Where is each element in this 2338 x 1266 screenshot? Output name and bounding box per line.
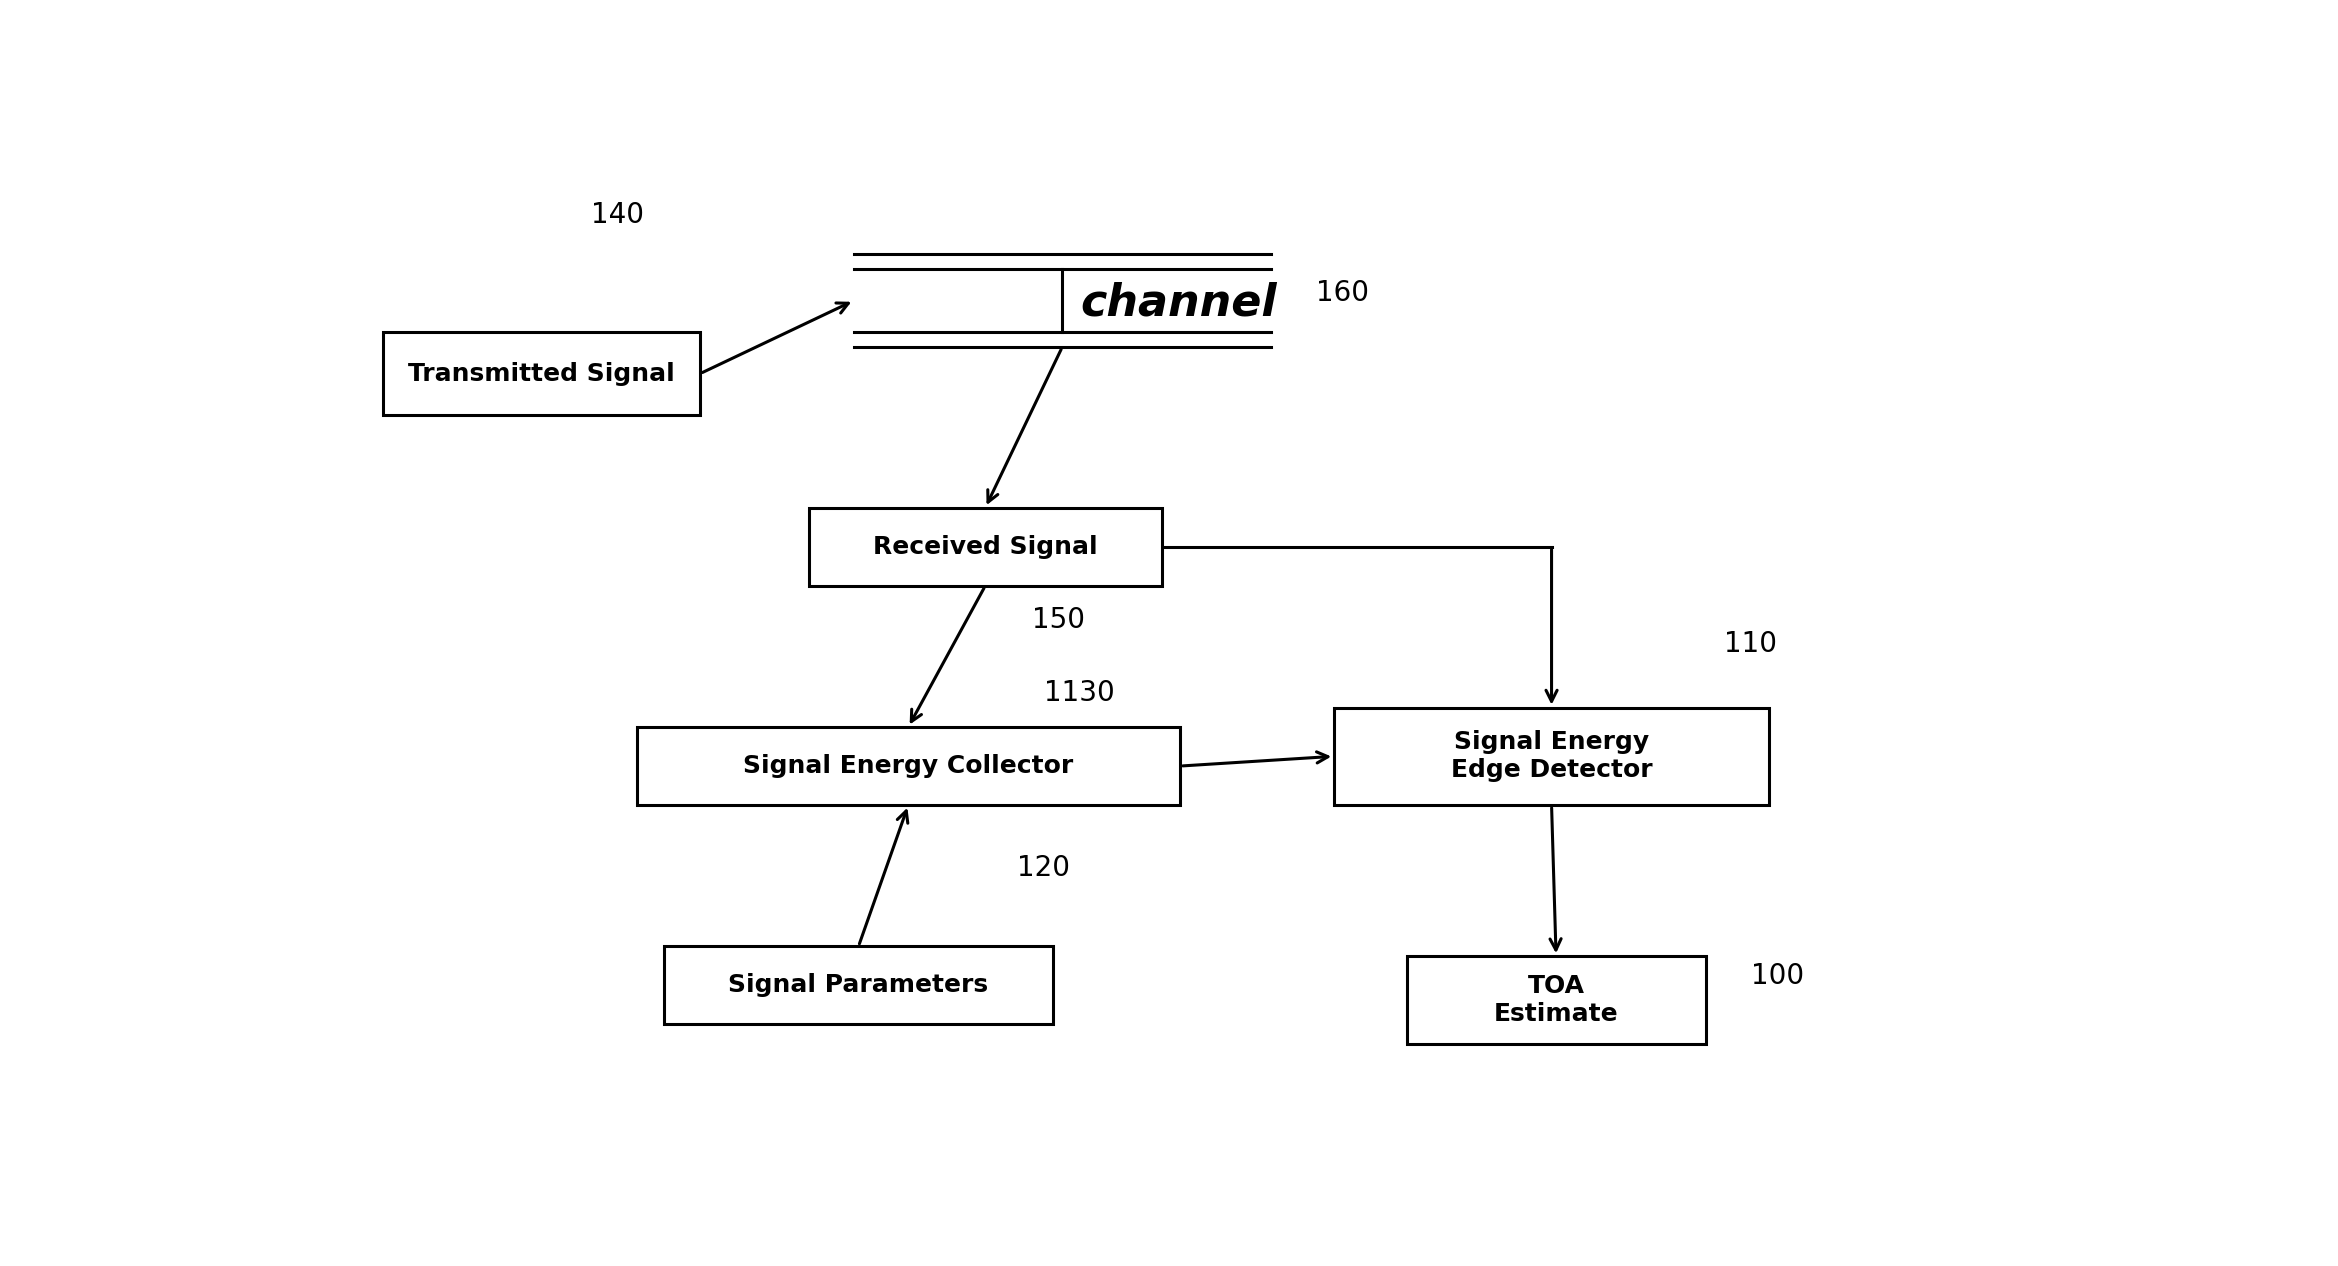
- Text: channel: channel: [1080, 281, 1277, 324]
- Text: TOA
Estimate: TOA Estimate: [1494, 974, 1618, 1025]
- Text: Signal Energy Collector: Signal Energy Collector: [743, 755, 1073, 779]
- Text: 110: 110: [1723, 630, 1777, 658]
- FancyBboxPatch shape: [1407, 956, 1707, 1044]
- Text: Signal Energy
Edge Detector: Signal Energy Edge Detector: [1452, 730, 1653, 782]
- Text: 140: 140: [592, 201, 645, 229]
- FancyBboxPatch shape: [383, 332, 699, 415]
- Text: Received Signal: Received Signal: [872, 534, 1097, 558]
- Text: 150: 150: [1031, 606, 1085, 634]
- FancyBboxPatch shape: [664, 947, 1054, 1024]
- Text: Signal Parameters: Signal Parameters: [729, 974, 989, 998]
- Text: 1130: 1130: [1045, 679, 1115, 706]
- FancyBboxPatch shape: [636, 727, 1181, 805]
- FancyBboxPatch shape: [1335, 708, 1770, 805]
- Text: 120: 120: [1017, 855, 1071, 882]
- FancyBboxPatch shape: [809, 508, 1162, 586]
- Text: 160: 160: [1316, 280, 1370, 308]
- Text: Transmitted Signal: Transmitted Signal: [409, 362, 676, 386]
- Text: 100: 100: [1751, 962, 1805, 990]
